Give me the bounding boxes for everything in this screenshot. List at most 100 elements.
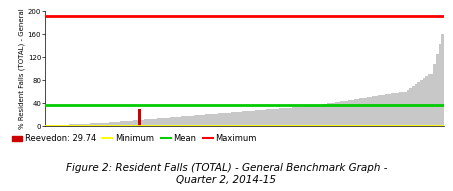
Bar	[202, 115, 205, 126]
Bar	[425, 76, 428, 126]
Bar	[82, 124, 85, 126]
Bar	[404, 92, 407, 126]
Bar	[236, 112, 239, 126]
Bar	[293, 107, 295, 126]
Bar	[263, 110, 266, 126]
Bar	[266, 109, 269, 126]
Bar	[316, 105, 319, 126]
Bar	[112, 122, 115, 126]
Bar	[130, 121, 133, 126]
Bar	[269, 109, 271, 126]
Bar	[319, 105, 322, 126]
Bar	[359, 98, 361, 126]
Bar	[287, 108, 290, 126]
Bar	[91, 123, 93, 126]
Bar	[128, 121, 130, 126]
Bar	[380, 95, 383, 126]
Bar	[282, 108, 284, 126]
Legend: Reevedon: 29.74, Minimum, Mean, Maximum: Reevedon: 29.74, Minimum, Mean, Maximum	[9, 131, 260, 147]
Bar	[64, 125, 67, 126]
Bar	[396, 92, 399, 126]
Bar	[48, 125, 51, 126]
Bar	[306, 106, 308, 126]
Bar	[56, 125, 58, 126]
Y-axis label: % Resident Falls (TOTAL) - General: % Resident Falls (TOTAL) - General	[19, 8, 25, 129]
Bar	[271, 109, 274, 126]
Bar	[354, 99, 356, 126]
Bar	[356, 99, 359, 126]
Bar	[85, 124, 88, 126]
Bar	[414, 84, 417, 126]
Bar	[330, 103, 333, 126]
Bar	[117, 122, 120, 126]
Bar	[322, 104, 324, 126]
Bar	[417, 82, 420, 126]
Bar	[53, 125, 56, 126]
Bar	[106, 123, 109, 126]
Bar	[279, 108, 282, 126]
Bar	[346, 100, 348, 126]
Bar	[75, 124, 77, 126]
Bar	[205, 114, 207, 126]
Bar	[245, 111, 247, 126]
Bar	[51, 125, 53, 126]
Bar	[394, 93, 396, 126]
Bar	[439, 45, 441, 126]
Bar	[226, 113, 229, 126]
Bar	[431, 74, 434, 126]
Bar	[178, 117, 181, 126]
Bar	[388, 94, 391, 126]
Bar	[410, 88, 412, 126]
Bar	[290, 108, 293, 126]
Bar	[242, 111, 245, 126]
Bar	[423, 78, 425, 126]
Bar	[231, 112, 234, 126]
Bar	[93, 123, 96, 126]
Bar	[154, 119, 157, 126]
Bar	[168, 117, 170, 126]
Bar	[260, 110, 263, 126]
Bar	[255, 110, 258, 126]
Bar	[135, 120, 138, 126]
Bar	[194, 115, 197, 126]
Bar	[412, 86, 414, 126]
Bar	[372, 96, 375, 126]
Bar	[181, 117, 183, 126]
Bar	[436, 54, 439, 126]
Bar	[343, 101, 346, 126]
Bar	[157, 118, 159, 126]
Bar	[434, 65, 436, 126]
Bar	[45, 125, 48, 126]
Bar	[125, 121, 128, 126]
Bar	[138, 109, 141, 126]
Bar	[101, 123, 104, 126]
Bar	[58, 125, 61, 126]
Bar	[247, 111, 250, 126]
Bar	[234, 112, 236, 126]
Bar	[165, 118, 168, 126]
Bar	[258, 110, 260, 126]
Bar	[311, 106, 314, 126]
Bar	[183, 116, 186, 126]
Bar	[303, 106, 306, 126]
Bar	[96, 123, 98, 126]
Bar	[88, 124, 91, 126]
Bar	[152, 119, 154, 126]
Bar	[441, 34, 444, 126]
Bar	[223, 113, 226, 126]
Bar	[115, 122, 117, 126]
Bar	[221, 113, 223, 126]
Bar	[239, 112, 242, 126]
Bar	[72, 124, 75, 126]
Bar	[144, 120, 146, 126]
Bar	[207, 114, 210, 126]
Bar	[361, 98, 364, 126]
Bar	[295, 107, 298, 126]
Bar	[284, 108, 287, 126]
Bar	[218, 113, 221, 126]
Bar	[274, 109, 276, 126]
Bar	[122, 121, 125, 126]
Bar	[104, 123, 106, 126]
Bar	[399, 92, 401, 126]
Bar	[213, 114, 215, 126]
